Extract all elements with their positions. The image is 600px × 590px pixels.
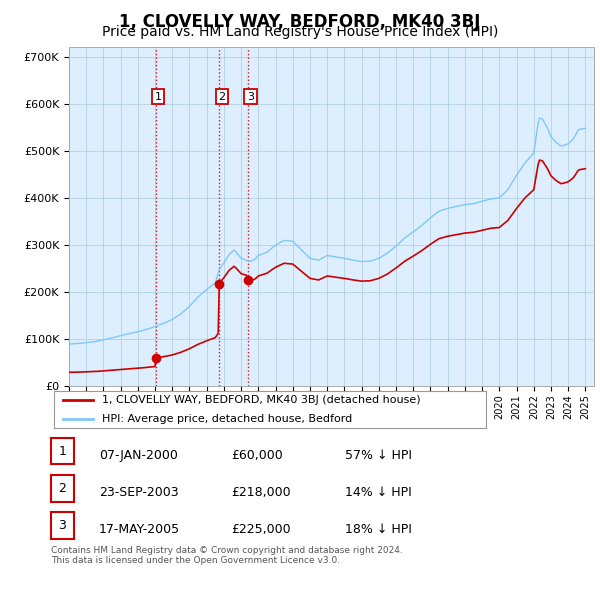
Text: 2: 2 xyxy=(218,91,226,101)
Text: 3: 3 xyxy=(58,519,67,532)
Text: £60,000: £60,000 xyxy=(231,449,283,462)
Text: 17-MAY-2005: 17-MAY-2005 xyxy=(99,523,180,536)
Text: 1, CLOVELLY WAY, BEDFORD, MK40 3BJ (detached house): 1, CLOVELLY WAY, BEDFORD, MK40 3BJ (deta… xyxy=(101,395,420,405)
Text: 3: 3 xyxy=(247,91,254,101)
Text: Price paid vs. HM Land Registry's House Price Index (HPI): Price paid vs. HM Land Registry's House … xyxy=(102,25,498,39)
Text: 18% ↓ HPI: 18% ↓ HPI xyxy=(345,523,412,536)
Text: 07-JAN-2000: 07-JAN-2000 xyxy=(99,449,178,462)
Text: 1: 1 xyxy=(155,91,161,101)
Text: HPI: Average price, detached house, Bedford: HPI: Average price, detached house, Bedf… xyxy=(101,414,352,424)
Text: 14% ↓ HPI: 14% ↓ HPI xyxy=(345,486,412,499)
Text: £218,000: £218,000 xyxy=(231,486,290,499)
Text: 57% ↓ HPI: 57% ↓ HPI xyxy=(345,449,412,462)
Text: Contains HM Land Registry data © Crown copyright and database right 2024.
This d: Contains HM Land Registry data © Crown c… xyxy=(51,546,403,565)
Text: 23-SEP-2003: 23-SEP-2003 xyxy=(99,486,179,499)
Text: 1, CLOVELLY WAY, BEDFORD, MK40 3BJ: 1, CLOVELLY WAY, BEDFORD, MK40 3BJ xyxy=(119,13,481,31)
Text: 2: 2 xyxy=(58,481,67,495)
Text: 1: 1 xyxy=(58,444,67,458)
Text: £225,000: £225,000 xyxy=(231,523,290,536)
